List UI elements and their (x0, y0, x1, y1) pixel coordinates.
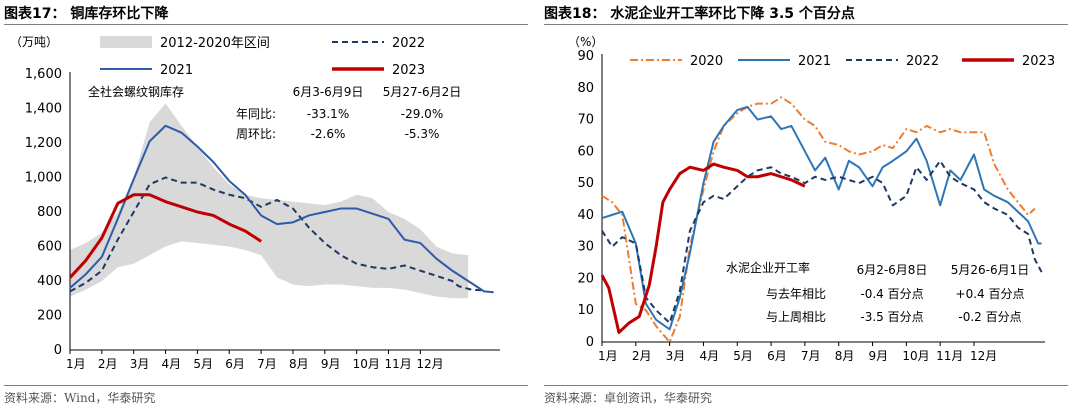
source-note: 资料来源：卓创资讯，华泰研究 (544, 391, 713, 405)
chart-canvas: （万吨） 0 200 400 600 800 1,000 1,200 1,400 1,600 1月 2… (10, 35, 500, 371)
annotation-col-header: 6月2-6月8日 (857, 263, 928, 277)
x-tick-label: 2月 (98, 357, 118, 371)
annotation-value: -0.2 百分点 (958, 310, 1021, 324)
x-tick-label: 1月 (66, 357, 86, 371)
title-rule (4, 24, 528, 25)
y-tick-label: 1,000 (25, 171, 62, 186)
title-rule (544, 24, 1068, 25)
x-tick-label: 3月 (130, 357, 150, 371)
legend-label: 2023 (1022, 54, 1055, 69)
x-tick-label: 3月 (666, 349, 686, 363)
series-line-2023 (600, 162, 806, 334)
annotation-row-label: 年同比: (236, 107, 276, 121)
x-tick-label: 9月 (321, 357, 341, 371)
x-tick-label: 5月 (733, 349, 753, 363)
annotation-row-label: 与去年相比 (766, 287, 826, 301)
source-note: 资料来源：Wind，华泰研究 (4, 391, 156, 405)
annotation-col-header: 5月26-6月1日 (951, 263, 1030, 277)
annotation-value: -3.5 百分点 (860, 310, 923, 324)
series-line-2021 (69, 124, 494, 294)
series-line-2023 (68, 193, 262, 279)
x-tick-label: 11月 (936, 349, 963, 363)
y-tick-label: 800 (37, 205, 62, 220)
series-line-2020 (601, 96, 1036, 343)
y-tick-label: 20 (577, 271, 594, 286)
x-tick-label: 12月 (970, 349, 997, 363)
x-tick-label: 6月 (767, 349, 787, 363)
annotation-row-label: 与上周相比 (766, 310, 826, 324)
y-tick-label: 1,200 (25, 136, 62, 151)
y-tick-label: 80 (577, 81, 594, 96)
x-tick-label: 5月 (193, 357, 213, 371)
y-tick-label: 600 (37, 240, 62, 255)
x-tick-label: 10月 (902, 349, 929, 363)
annotation-value: -2.6% (311, 127, 346, 141)
legend-label: 2021 (160, 63, 193, 78)
annotation-row-label: 周环比: (236, 127, 276, 141)
x-tick-label: 9月 (869, 349, 889, 363)
annotation-col-header: 6月3-6月9日 (293, 85, 364, 99)
legend-label: 2022 (906, 54, 939, 69)
annotation-value: -33.1% (307, 107, 349, 121)
y-axis-unit: （万吨） (10, 35, 58, 49)
x-tick-label: 1月 (598, 349, 618, 363)
annotation-heading: 水泥企业开工率 (726, 260, 810, 275)
x-tick-label: 2月 (632, 349, 652, 363)
chart-title: 图表17： 铜库存环比下降 (4, 6, 169, 22)
chart-title: 图表18： 水泥企业开工率环比下降 3.5 个百分点 (544, 6, 855, 22)
annotation-value: -29.0% (401, 107, 443, 121)
y-tick-label: 400 (37, 274, 62, 289)
series-line-2022 (601, 159, 1043, 324)
legend-label: 2022 (392, 36, 425, 51)
y-axis-unit: （%） (568, 35, 603, 49)
source-rule (4, 385, 528, 386)
legend-label: 2021 (798, 54, 831, 69)
y-tick-label: 60 (577, 144, 594, 159)
series-line-2022 (69, 176, 485, 293)
y-tick-label: 90 (577, 49, 594, 64)
y-tick-label: 0 (586, 335, 594, 350)
annotation-value: -0.4 百分点 (860, 287, 923, 301)
annotation-col-header: 5月27-6月2日 (383, 85, 462, 99)
y-tick-label: 1,600 (25, 67, 62, 82)
x-tick-label: 4月 (699, 349, 719, 363)
annotation-heading: 全社会螺纹钢库存 (88, 84, 184, 99)
y-tick-label: 0 (54, 343, 62, 358)
legend-label: 2012-2020年区间 (160, 36, 270, 51)
legend-swatch (100, 36, 152, 48)
x-tick-label: 10月 (353, 357, 380, 371)
annotation-value: +0.4 百分点 (956, 287, 1025, 301)
cement-utilization-chart: 图表18： 水泥企业开工率环比下降 3.5 个百分点 （%） 0 10 20 30 40 5… (540, 0, 1080, 408)
legend-label: 2023 (392, 63, 425, 78)
x-tick-label: 6月 (225, 357, 245, 371)
y-tick-label: 50 (577, 176, 594, 191)
y-tick-label: 30 (577, 240, 594, 255)
y-tick-label: 70 (577, 113, 594, 128)
y-tick-label: 40 (577, 208, 594, 223)
copper-inventory-chart: 图表17： 铜库存环比下降 （万吨） 0 200 400 600 800 1,000 1,20… (4, 6, 528, 405)
y-tick-label: 200 (37, 309, 62, 324)
chart-canvas: （%） 0 10 20 30 40 50 60 70 80 90 1月 2月 3月 4月 5月 6月 7月 8月 9月… (568, 35, 1055, 363)
x-tick-label: 7月 (257, 357, 277, 371)
x-tick-label: 8月 (835, 349, 855, 363)
source-rule (544, 385, 1068, 386)
x-tick-label: 12月 (416, 357, 443, 371)
x-tick-label: 11月 (385, 357, 412, 371)
range-band (70, 103, 469, 299)
series-line-2021 (601, 105, 1042, 331)
x-tick-label: 4月 (162, 357, 182, 371)
legend-label: 2020 (690, 54, 723, 69)
x-tick-label: 8月 (289, 357, 309, 371)
y-tick-label: 10 (577, 303, 594, 318)
x-tick-label: 7月 (801, 349, 821, 363)
y-tick-label: 1,400 (25, 102, 62, 117)
annotation-value: -5.3% (405, 127, 440, 141)
